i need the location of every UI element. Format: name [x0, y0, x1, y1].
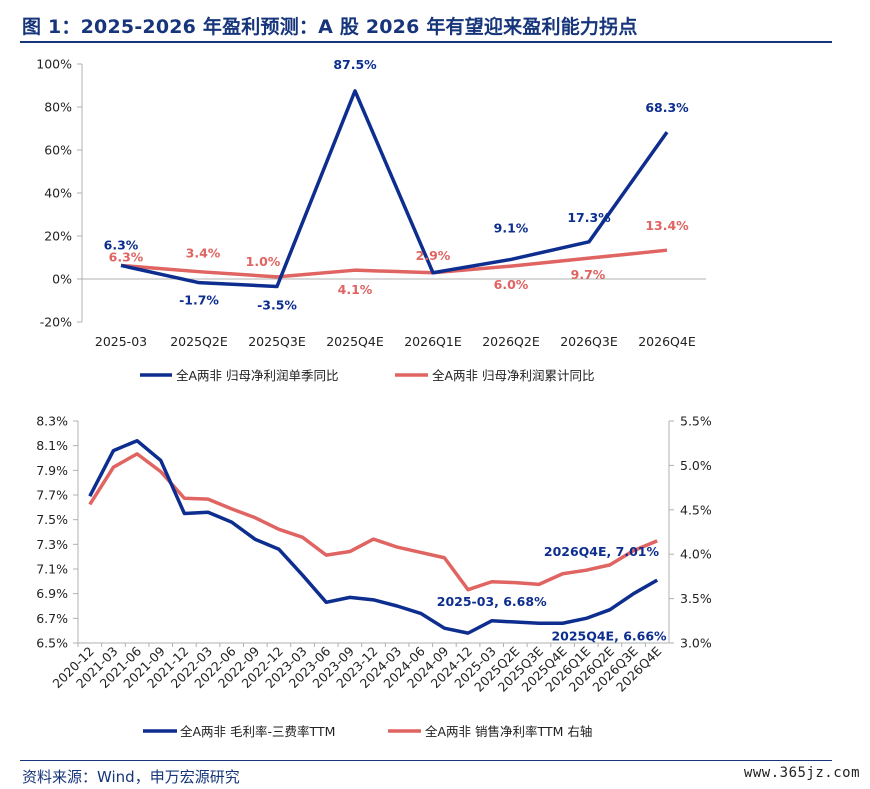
source-note: 资料来源：Wind，申万宏源研究: [22, 768, 240, 786]
data-label-quarterly: -3.5%: [257, 298, 297, 313]
right-y-tick-label: 4.0%: [680, 547, 712, 562]
right-y-tick-label: 3.0%: [680, 636, 712, 651]
legend-label-cumulative: 全A两非 归母净利润累计同比: [432, 368, 595, 383]
title-divider: [20, 41, 832, 43]
y-tick-label: 40%: [44, 186, 72, 201]
left-y-tick-label: 7.3%: [36, 537, 68, 552]
y-tick-label: 60%: [44, 143, 72, 158]
legend-label-quarterly: 全A两非 归母净利润单季同比: [176, 368, 339, 383]
legend-label-net-margin: 全A两非 销售净利率TTM 右轴: [425, 724, 592, 739]
right-y-tick-label: 5.0%: [680, 458, 712, 473]
data-label-cumulative: 4.1%: [338, 282, 373, 297]
data-label-cumulative: 1.0%: [246, 254, 281, 269]
data-label-cumulative: 6.3%: [109, 249, 144, 264]
x-tick-label: 2025Q2E: [170, 334, 228, 349]
data-label-quarterly: 87.5%: [333, 57, 377, 72]
data-label-cumulative: 6.0%: [494, 277, 529, 292]
x-tick-label: 2026Q2E: [482, 334, 540, 349]
data-label-quarterly: 6.3%: [104, 237, 139, 252]
data-label-quarterly: 9.1%: [494, 220, 529, 235]
y-tick-label: 20%: [44, 229, 72, 244]
data-label-cumulative: 9.7%: [571, 267, 606, 282]
x-tick-label: 2025-03: [95, 334, 147, 349]
annotation-2025q4e: 2025Q4E, 6.66%: [551, 628, 667, 643]
right-y-tick-label: 5.5%: [680, 414, 712, 429]
annotation-2025-03: 2025-03, 6.68%: [437, 594, 547, 609]
y-tick-label: -20%: [40, 315, 72, 330]
left-y-tick-label: 7.9%: [36, 463, 68, 478]
data-label-quarterly: -1.7%: [179, 293, 219, 308]
chart-net-profit-growth: 100% 80% 60% 40% 20% 0% -20% 2025-03 2025Q2E 2025…: [36, 57, 706, 383]
legend-label-gross-margin: 全A两非 毛利率-三费率TTM: [180, 724, 335, 739]
x-tick-label: 2026Q1E: [404, 334, 462, 349]
series-net-margin-line: [88, 452, 658, 592]
left-y-tick-label: 8.3%: [36, 414, 68, 429]
data-label-quarterly: 17.3%: [567, 210, 611, 225]
figure-title: 图 1：2025-2026 年盈利预测：A 股 2026 年有望迎来盈利能力拐点: [22, 16, 638, 38]
chart-margin-ttm: 8.3% 8.1% 7.9% 7.7% 7.5% 7.3% 7.1% 6.9% 6.7% 6.5%…: [36, 414, 712, 740]
data-label-cumulative: 13.4%: [645, 218, 689, 233]
x-tick-label: 2025Q3E: [248, 334, 306, 349]
y-tick-label: 0%: [52, 272, 72, 287]
left-y-tick-label: 7.5%: [36, 512, 68, 527]
right-y-tick-label: 4.5%: [680, 502, 712, 517]
left-y-tick-label: 6.5%: [36, 636, 68, 651]
footer-divider: [20, 760, 832, 761]
left-y-tick-label: 7.7%: [36, 488, 68, 503]
data-label-cumulative: 2.9%: [416, 248, 451, 263]
right-y-tick-label: 3.5%: [680, 591, 712, 606]
y-tick-label: 80%: [44, 100, 72, 115]
x-tick-label: 2026Q3E: [560, 334, 618, 349]
annotation-2026q4e: 2026Q4E, 7.01%: [544, 544, 660, 559]
left-y-tick-label: 6.9%: [36, 586, 68, 601]
data-label-cumulative: 3.4%: [186, 246, 221, 261]
y-tick-label: 100%: [36, 57, 72, 72]
data-label-quarterly: 68.3%: [645, 100, 689, 115]
left-y-tick-label: 6.7%: [36, 611, 68, 626]
watermark: www.365jz.com: [743, 765, 860, 781]
left-y-tick-label: 7.1%: [36, 562, 68, 577]
left-y-tick-label: 8.1%: [36, 438, 68, 453]
x-tick-label: 2025Q4E: [326, 334, 384, 349]
series-cumulative-yoy-line: [120, 248, 668, 279]
x-tick-label: 2026Q4E: [638, 334, 696, 349]
series-quarterly-yoy-line: [120, 89, 669, 289]
series-gross-margin-line: [88, 438, 659, 635]
